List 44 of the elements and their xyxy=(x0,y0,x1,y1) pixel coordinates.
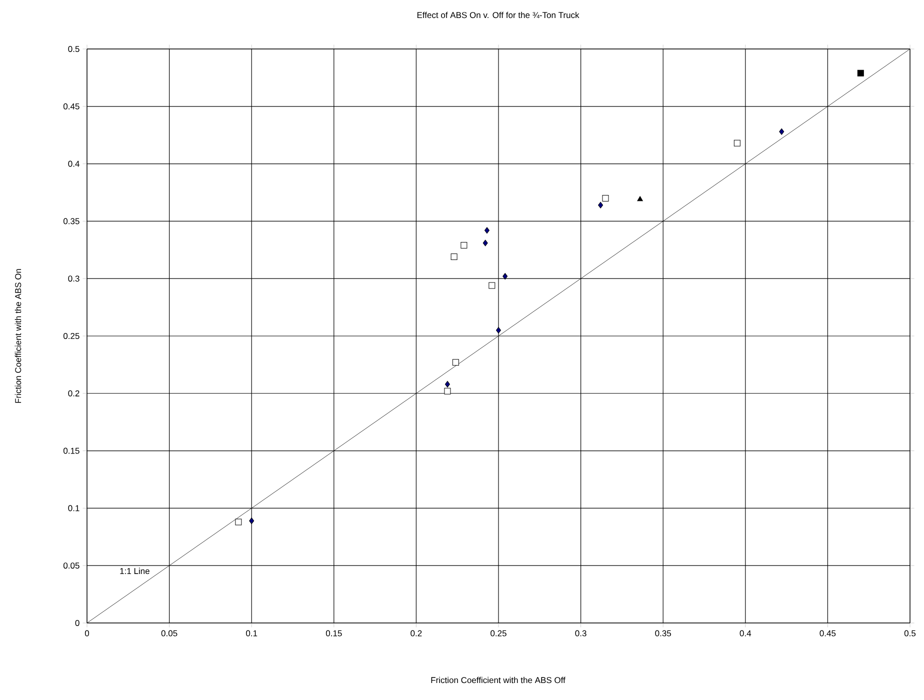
y-tick-label: 0.2 xyxy=(68,390,80,396)
point xyxy=(598,202,604,208)
point xyxy=(779,128,784,135)
x-axis-title: Friction Coefficient with the ABS Off xyxy=(431,676,566,684)
point xyxy=(450,254,458,260)
point xyxy=(235,518,242,526)
point xyxy=(488,282,496,289)
chart-title: Effect of ABS On v. Off for the ¾-Ton Truck xyxy=(417,12,580,18)
point xyxy=(734,140,740,146)
x-tick-label: 0 xyxy=(84,630,90,636)
x-tick-label: 0.1 xyxy=(246,630,258,636)
y-tick-label: 0.5 xyxy=(68,46,80,52)
x-tick-label: 0.45 xyxy=(820,630,836,636)
point xyxy=(857,70,864,76)
x-tick-label: 0.5 xyxy=(904,630,916,636)
point xyxy=(249,518,254,524)
point xyxy=(482,240,488,246)
x-tick-label: 0.2 xyxy=(410,630,422,636)
y-tick-label: 0.1 xyxy=(68,505,80,512)
x-tick-label: 0.3 xyxy=(575,630,586,636)
y-tick-label: 0.05 xyxy=(63,562,80,569)
y-axis-title: Friction Coefficient with the ABS On xyxy=(14,269,22,403)
x-tick-label: 0.25 xyxy=(490,630,506,636)
x-tick-label: 0.05 xyxy=(161,630,178,636)
point xyxy=(460,242,468,249)
y-tick-label: 0.3 xyxy=(68,276,80,282)
y-tick-label: 0.25 xyxy=(63,332,80,339)
point xyxy=(502,273,508,280)
y-tick-label: 0.35 xyxy=(63,218,80,224)
annotation: 1:1 Line xyxy=(120,568,150,574)
x-tick-label: 0.4 xyxy=(740,630,752,636)
y-tick-label: 0 xyxy=(75,620,80,626)
y-tick-label: 0.45 xyxy=(63,103,80,110)
point xyxy=(637,196,643,202)
point xyxy=(444,388,451,394)
point xyxy=(484,227,490,234)
x-tick-label: 0.35 xyxy=(655,630,672,636)
point xyxy=(452,359,459,366)
point xyxy=(444,380,450,388)
y-tick-label: 0.15 xyxy=(63,448,80,454)
x-tick-label: 0.15 xyxy=(326,630,342,636)
point xyxy=(496,327,501,334)
point xyxy=(602,194,609,202)
y-tick-label: 0.4 xyxy=(68,160,80,167)
